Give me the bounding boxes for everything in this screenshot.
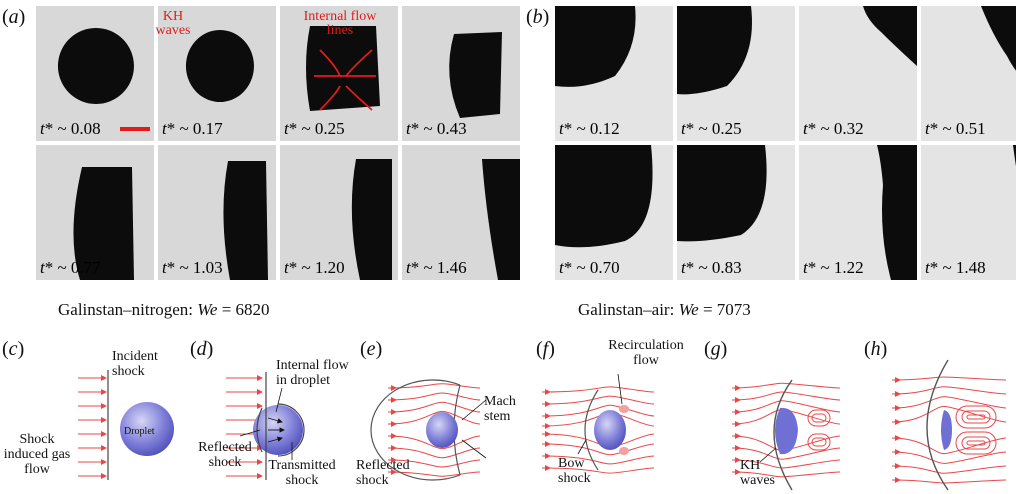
caption-a-value: = 6820 xyxy=(217,300,270,319)
label-kh-waves-g: KH waves xyxy=(740,458,775,488)
set-a-time-label: t* ~ 0.17 xyxy=(162,119,223,138)
label-recirculation-flow: Recirculation flow xyxy=(608,338,684,368)
schematic-h xyxy=(891,359,1007,491)
caption-b-prefix: Galinstan–air: xyxy=(578,300,679,319)
set-b-time-label: t* ~ 1.22 xyxy=(803,258,864,277)
set-b-time-label: t* ~ 1.48 xyxy=(925,258,986,277)
label-internal-flow: Internal flow in droplet xyxy=(276,358,349,388)
schematics-svg xyxy=(78,359,1007,491)
set-b-time-label: t* ~ 0.12 xyxy=(559,119,620,138)
caption-a: Galinstan–nitrogen: We = 6820 xyxy=(58,300,270,320)
label-gas-flow: Shock induced gas flow xyxy=(3,432,71,477)
set-b-time-label: t* ~ 0.51 xyxy=(925,119,986,138)
label-reflected-shock-d: Reflected shock xyxy=(198,440,252,470)
panel-label-a: (a) xyxy=(2,6,26,28)
set-a-time-label: t* ~ 0.25 xyxy=(284,119,345,138)
panel-label-f: (f) xyxy=(536,338,555,360)
caption-b: Galinstan–air: We = 7073 xyxy=(578,300,751,320)
set-b-time-label: t* ~ 0.32 xyxy=(803,119,864,138)
set-a-frame: t* ~ 1.03 xyxy=(158,145,276,280)
droplet-c xyxy=(120,402,174,456)
panel-label-e: (e) xyxy=(360,338,383,360)
set-b-frame: t* ~ 0.25 xyxy=(677,6,795,141)
set-b-frame: t* ~ 0.51 xyxy=(921,6,1016,141)
set-a-frame: t* ~ 1.46 xyxy=(402,145,520,280)
caption-a-var: We xyxy=(197,300,218,319)
set-a-time-label: t* ~ 0.08 xyxy=(40,119,101,138)
schematic-e xyxy=(370,379,487,481)
caption-a-prefix: Galinstan–nitrogen: xyxy=(58,300,198,319)
set-a-frame: t* ~ 0.43 xyxy=(402,6,520,141)
label-bow-shock: Bow shock xyxy=(558,456,591,486)
set-a-time-label: t* ~ 1.46 xyxy=(406,258,467,277)
internal-flow-sketch xyxy=(314,49,376,111)
set-b-frame: t* ~ 1.22 xyxy=(799,145,917,280)
set-a-time-label: t* ~ 0.77 xyxy=(40,258,101,277)
label-reflected-shock-e: Reflected shock xyxy=(356,458,410,488)
panel-label-b: (b) xyxy=(526,6,550,28)
set-a-frame: t* ~ 0.17 xyxy=(158,6,276,141)
panel-label-h: (h) xyxy=(864,338,888,360)
set-b-frame: t* ~ 0.32 xyxy=(799,6,917,141)
set-a-time-label: t* ~ 1.03 xyxy=(162,258,223,277)
set-a-time-label: t* ~ 1.20 xyxy=(284,258,345,277)
set-a-frame: t* ~ 0.25 xyxy=(280,6,398,141)
set-b-time-label: t* ~ 0.83 xyxy=(681,258,742,277)
schematic-f xyxy=(541,373,655,474)
set-a-time-label: t* ~ 0.43 xyxy=(406,119,467,138)
panel-label-g: (g) xyxy=(704,338,728,360)
set-a-frame: t* ~ 0.08 xyxy=(36,6,154,141)
schematic-g xyxy=(731,379,841,491)
panel-label-d: (d) xyxy=(190,338,214,360)
caption-b-var: We xyxy=(678,300,699,319)
schematic-d xyxy=(226,372,305,480)
set-b-time-label: t* ~ 0.25 xyxy=(681,119,742,138)
set-b-frame: t* ~ 0.70 xyxy=(555,145,673,280)
internal-flow-lines-annotation: Internal flow lines xyxy=(303,9,377,38)
set-a-frame: t* ~ 0.77 xyxy=(36,145,154,280)
label-transmitted-shock: Transmitted shock xyxy=(268,458,336,488)
panel-label-c: (c) xyxy=(2,338,25,360)
label-droplet: Droplet xyxy=(124,426,155,437)
set-b-frame: t* ~ 1.48 xyxy=(921,145,1016,280)
kh-waves-annotation: KH waves xyxy=(155,9,191,38)
set-a-frame: t* ~ 1.20 xyxy=(280,145,398,280)
schematic-c xyxy=(78,370,174,480)
scale-bar xyxy=(120,127,150,131)
label-incident-shock: Incident shock xyxy=(112,349,158,379)
caption-b-value: = 7073 xyxy=(698,300,751,319)
label-mach-stem: Mach stem xyxy=(484,394,516,424)
set-b-frame: t* ~ 0.83 xyxy=(677,145,795,280)
set-b-frame: t* ~ 0.12 xyxy=(555,6,673,141)
set-b-time-label: t* ~ 0.70 xyxy=(559,258,620,277)
